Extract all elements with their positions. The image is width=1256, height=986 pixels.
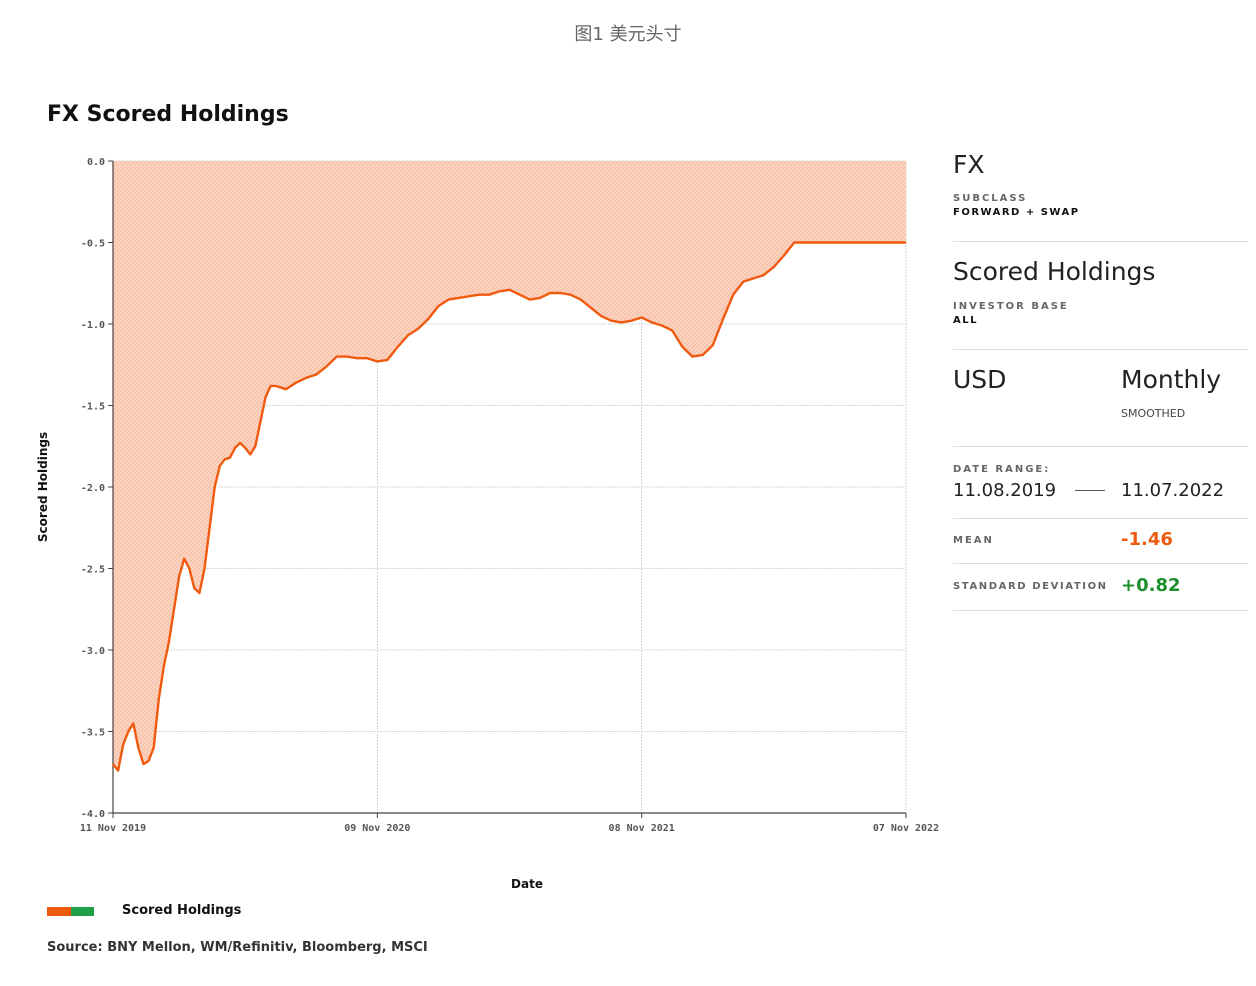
panel-divider — [953, 518, 1248, 519]
frequency-note: SMOOTHED — [1121, 407, 1186, 420]
panel-divider — [953, 241, 1248, 242]
source-note: Source: BNY Mellon, WM/Refinitiv, Bloomb… — [47, 940, 428, 955]
std-value: +0.82 — [1121, 575, 1181, 596]
asset-class: FX — [953, 150, 985, 179]
mean-value: -1.46 — [1121, 529, 1173, 550]
x-tick-label: 11 Nov 2019 — [80, 823, 146, 834]
y-tick-label: -1.5 — [81, 402, 105, 413]
panel-divider — [953, 563, 1248, 564]
legend-swatch — [47, 907, 71, 916]
panel-divider — [953, 610, 1248, 611]
chart-title: FX Scored Holdings — [47, 102, 289, 127]
frequency: Monthly — [1121, 365, 1222, 394]
mean-label: MEAN — [953, 535, 994, 546]
subclass-label: SUBCLASS — [953, 193, 1028, 204]
y-tick-label: -3.0 — [81, 646, 105, 657]
area-fill — [113, 161, 906, 771]
x-tick-label: 09 Nov 2020 — [344, 823, 410, 834]
y-tick-label: -4.0 — [81, 809, 105, 820]
std-label: STANDARD DEVIATION — [953, 581, 1108, 592]
date-to: 11.07.2022 — [1121, 480, 1225, 501]
date-from: 11.08.2019 — [953, 480, 1057, 501]
legend-swatch-secondary — [71, 907, 94, 916]
subclass-value: FORWARD + SWAP — [953, 207, 1080, 218]
date-range-label: DATE RANGE: — [953, 464, 1051, 475]
x-axis-label: Date — [511, 877, 543, 891]
figure-caption: 图1 美元头寸 — [574, 24, 682, 45]
y-tick-label: -1.0 — [81, 320, 105, 331]
series-line-scored-holdings — [112, 241, 906, 772]
x-tick-label: 08 Nov 2021 — [609, 823, 675, 834]
panel-divider — [953, 446, 1248, 447]
panel-divider — [953, 349, 1248, 350]
legend-label: Scored Holdings — [122, 903, 242, 918]
investor-base-label: INVESTOR BASE — [953, 301, 1069, 312]
y-tick-label: -3.5 — [81, 728, 105, 739]
y-tick-label: 0.0 — [87, 157, 105, 168]
axes-layer: 0.0 -0.5 -1.0 -1.5 -2.0 -2.5 -3.0 -3.5 -4.0 11 No… — [80, 157, 939, 834]
y-tick-label: -2.0 — [81, 483, 105, 494]
metric-name: Scored Holdings — [953, 257, 1156, 286]
currency: USD — [953, 365, 1007, 394]
x-tick-label: 07 Nov 2022 — [873, 823, 939, 834]
y-tick-label: -2.5 — [81, 565, 105, 576]
y-axis-label: Scored Holdings — [36, 432, 50, 542]
y-tick-label: -0.5 — [81, 239, 105, 250]
investor-base-value: ALL — [953, 315, 978, 326]
date-range-dash — [1075, 490, 1105, 491]
